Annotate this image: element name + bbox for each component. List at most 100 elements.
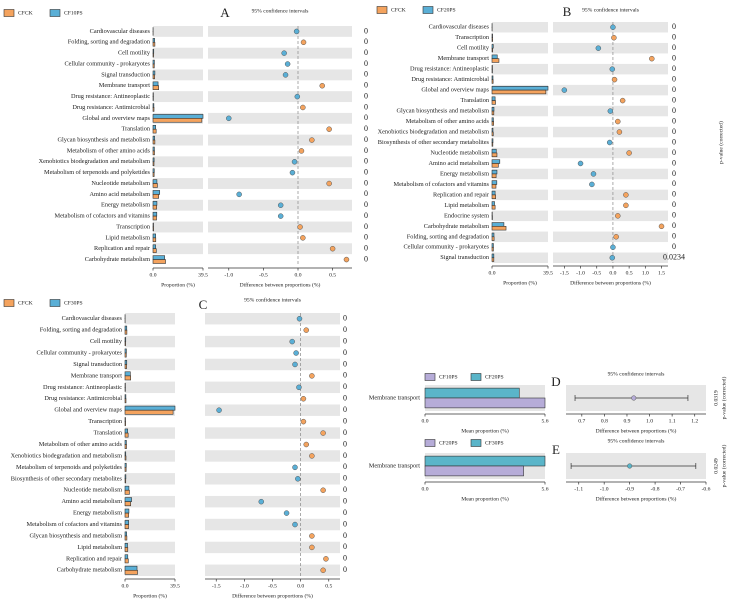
p-value: 0	[672, 232, 676, 241]
bar	[152, 128, 157, 134]
bar	[491, 121, 495, 126]
diff-axis-label: Difference between proportions (%)	[596, 495, 677, 502]
row-band	[492, 189, 548, 201]
difference-dot	[303, 441, 309, 448]
ci-title: 95% confidence intervals	[244, 296, 301, 303]
bar	[152, 183, 158, 188]
category-label: Amino acid metabolism	[61, 498, 122, 505]
diff-tick-label: -0.5	[268, 583, 277, 589]
difference-dot	[615, 213, 621, 219]
x-axis-label: Proportion (%)	[161, 281, 195, 288]
p-value: 0	[343, 485, 347, 494]
row-band	[208, 112, 352, 124]
row-band	[553, 231, 668, 243]
p-value: 0	[672, 116, 676, 125]
bar	[124, 565, 138, 571]
p-value: 0	[364, 167, 368, 176]
p-value: 0	[364, 59, 368, 68]
category-label: Metabolism of cofactors and vitamins	[27, 521, 123, 528]
difference-dot	[649, 55, 655, 62]
bar	[152, 146, 155, 152]
row-band	[205, 313, 340, 325]
difference-dot	[619, 97, 626, 104]
p-value: 0	[672, 64, 676, 73]
diff-tick-label: 1.2	[691, 418, 698, 424]
bar	[152, 204, 157, 210]
p-axis-label: p-value (corrected)	[720, 377, 727, 420]
category-label: Amino acid metabolism	[89, 191, 150, 198]
difference-dot	[577, 160, 584, 167]
row-band	[205, 495, 340, 508]
difference-dot	[283, 510, 290, 516]
x-tick-label: 0.0	[422, 486, 429, 492]
p-value: 0	[364, 146, 368, 155]
difference-dot	[292, 464, 298, 471]
p-value: 0	[672, 242, 676, 251]
category-label: Cellular community - prokaryotes	[403, 244, 489, 251]
diff-tick-label: 0.0	[297, 583, 304, 589]
bar	[491, 180, 498, 185]
p-value: 0	[672, 148, 676, 157]
panel-letter: B	[563, 4, 572, 19]
legend-swatch	[424, 373, 436, 381]
bar	[124, 497, 132, 502]
category-label: Drug resistance: Antimicrobial	[411, 76, 489, 83]
legend-swatch	[422, 6, 434, 14]
p-value: 0.0234	[663, 253, 685, 262]
p-value: 0	[343, 462, 347, 471]
row-band	[125, 313, 175, 325]
bar	[491, 86, 549, 91]
p-value: 0	[343, 497, 347, 506]
p-value: 0	[672, 95, 676, 104]
legend-label: CFCK	[391, 7, 406, 13]
bar	[124, 451, 127, 457]
diff-tick-label: -1.5	[560, 270, 569, 276]
diff-tick-label: 1.0	[646, 418, 653, 424]
bar	[424, 465, 524, 477]
bar	[152, 179, 158, 184]
p-value: 0	[343, 439, 347, 448]
diff-tick-label: 1.5	[658, 270, 665, 276]
bar	[124, 547, 129, 552]
bar	[424, 455, 546, 467]
category-label: Metabolism of cofactors and vitamins	[55, 213, 151, 220]
bar	[124, 478, 127, 484]
p-value: 0	[672, 33, 676, 42]
p-value: 0	[364, 81, 368, 90]
category-label: Metabolism of other amino acids	[39, 441, 123, 448]
p-value: 0	[343, 474, 347, 483]
p-value: 0	[672, 74, 676, 83]
p-value: 0	[672, 106, 676, 115]
diff-tick-label: 0.0	[295, 272, 302, 278]
bar	[491, 226, 507, 231]
bar	[124, 394, 127, 400]
bar	[124, 440, 127, 445]
bar	[152, 211, 158, 217]
bar	[491, 243, 494, 248]
bar	[152, 70, 156, 76]
bar	[152, 237, 157, 243]
bar	[491, 96, 496, 101]
p-value: 0	[672, 190, 676, 199]
difference-dot	[300, 396, 307, 402]
row-band	[208, 156, 352, 168]
p-value: 0	[672, 54, 676, 63]
bar	[491, 205, 496, 210]
x-axis-label: Mean proportion (%)	[461, 427, 509, 434]
p-axis-label: p-value (corrected)	[720, 445, 727, 488]
difference-dot	[236, 191, 242, 198]
category-label: Nucleotide metabolism	[430, 149, 489, 156]
bar	[424, 397, 546, 409]
bar	[152, 63, 155, 69]
bar	[152, 52, 154, 58]
row-band	[205, 335, 340, 348]
row-band	[205, 541, 340, 554]
bar	[491, 159, 501, 164]
category-label: Translation	[94, 430, 123, 437]
bar	[152, 48, 155, 54]
row-band	[125, 450, 175, 462]
bar	[124, 432, 129, 438]
row-band	[153, 221, 203, 233]
category-label: Transcription	[88, 418, 123, 425]
diff-axis-label: Difference between proportions (%)	[570, 279, 651, 286]
